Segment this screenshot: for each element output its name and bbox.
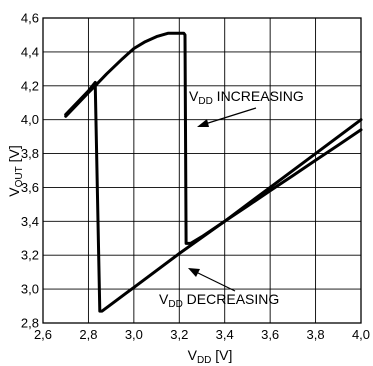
annotation-increasing-rest: INCREASING (213, 88, 304, 104)
annotation-vdd-increasing-text: VDD INCREASING (189, 88, 304, 107)
x-tick-label: 3,8 (307, 327, 325, 342)
y-tick-label: 3,6 (21, 180, 39, 195)
y-tick-label: 4,6 (21, 11, 39, 26)
annotation-vdd-increasing-arrowhead (197, 119, 209, 127)
annotation-increasing-sub: DD (198, 96, 212, 107)
x-tick-label: 3,4 (216, 327, 234, 342)
plot-frame (42, 17, 362, 324)
x-tick-label: 2,6 (34, 327, 52, 342)
x-axis-title-rest: [V] (211, 347, 232, 363)
annotation-vdd-decreasing-arrowhead (188, 268, 200, 277)
annotation-increasing-main: V (189, 88, 199, 104)
annotation-vdd-decreasing-text: VDD DECREASING (159, 291, 279, 310)
y-tick-label: 3,8 (21, 146, 39, 161)
annotation-vdd-increasing-leader (204, 107, 257, 125)
y-axis-title-main: V (6, 187, 22, 197)
y-axis-title-sub: OUT (14, 166, 25, 187)
series-line-1 (64, 80, 363, 313)
x-axis-title-sub: DD (197, 355, 211, 366)
x-axis-title-main: V (188, 347, 198, 363)
series-layer (64, 31, 363, 313)
y-tick-label: 4,4 (21, 44, 39, 59)
annotation-vdd-decreasing: VDD DECREASING (159, 268, 279, 310)
y-tick-label: 2,8 (21, 316, 39, 331)
y-axis-title: VOUT [V] (6, 145, 25, 196)
grid (42, 17, 362, 324)
x-tick-label: 3,2 (170, 327, 188, 342)
series-line-0 (64, 31, 363, 245)
y-axis-title-rest: [V] (6, 145, 22, 166)
y-tick-label: 3,4 (21, 214, 39, 229)
annotation-vdd-decreasing-leader (195, 271, 236, 292)
x-axis-title: VDD [V] (188, 347, 233, 366)
y-tick-labels: 2,8 3,0 3,2 3,4 3,6 3,8 4,0 4,2 4,4 4,6 (21, 11, 39, 331)
y-tick-label: 3,2 (21, 248, 39, 263)
x-tick-labels: 2,6 2,8 3,0 3,2 3,4 3,6 3,8 4,0 (34, 327, 370, 342)
annotation-decreasing-sub: DD (168, 299, 182, 310)
x-tick-label: 3,0 (125, 327, 143, 342)
annotation-decreasing-main: V (159, 291, 169, 307)
annotation-decreasing-rest: DECREASING (183, 291, 279, 307)
x-tick-label: 4,0 (352, 327, 370, 342)
y-tick-label: 4,0 (21, 112, 39, 127)
y-tick-label: 3,0 (21, 282, 39, 297)
x-tick-label: 3,6 (261, 327, 279, 342)
annotation-vdd-increasing: VDD INCREASING (189, 88, 304, 127)
x-tick-label: 2,8 (79, 327, 97, 342)
y-tick-label: 4,2 (21, 78, 39, 93)
